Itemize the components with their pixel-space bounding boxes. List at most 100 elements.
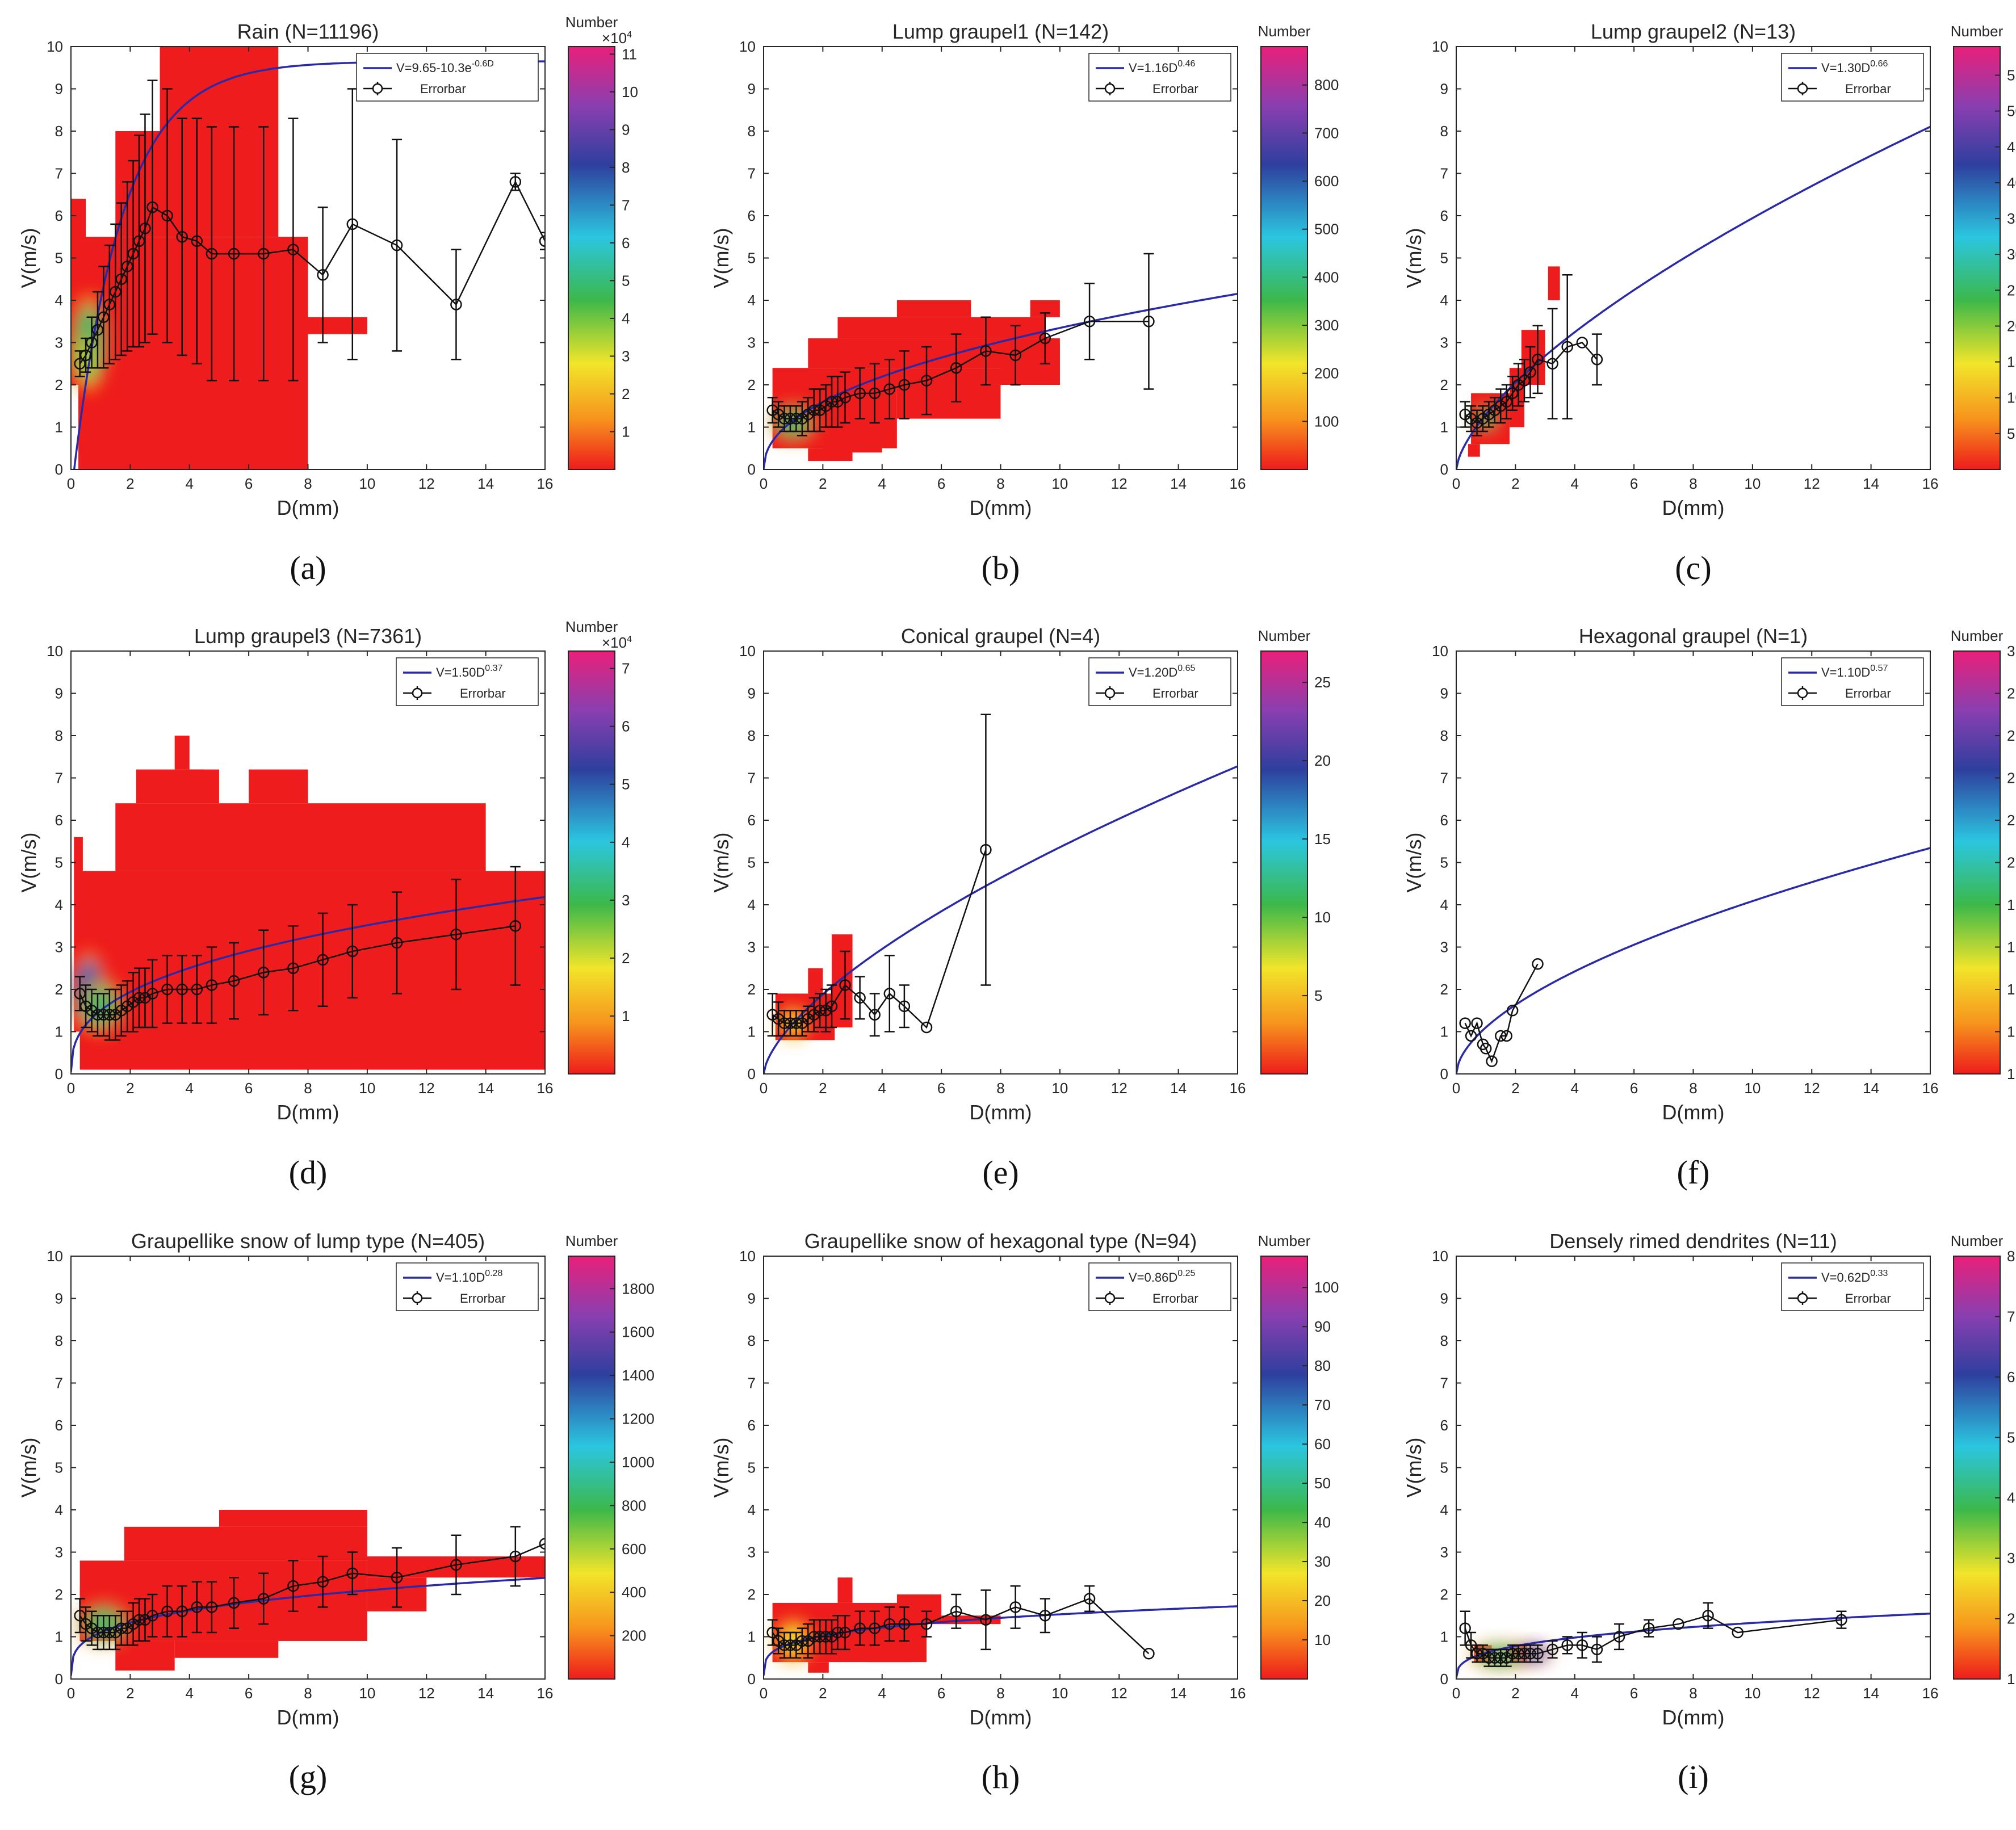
panel-caption: (g) [289, 1758, 328, 1795]
errorbar-marker [820, 1005, 832, 1017]
errorbar-marker [1546, 1643, 1558, 1656]
x-tick-label: 2 [1511, 475, 1519, 492]
y-tick-label: 5 [1440, 250, 1448, 267]
x-tick-label: 10 [359, 1685, 375, 1702]
errorbar-marker [539, 235, 545, 247]
errorbar-marker [1532, 958, 1544, 970]
y-tick-label: 3 [748, 939, 756, 956]
errorbar-marker [1532, 1648, 1544, 1660]
y-tick-label: 10 [739, 643, 756, 660]
y-tick-label: 7 [748, 1375, 756, 1392]
y-tick-label: 6 [55, 207, 63, 224]
heatmap-cell [79, 871, 545, 1070]
colorbar-tick-label: 11 [622, 45, 637, 62]
errorbar-marker [778, 1017, 790, 1029]
errorbar-marker [814, 404, 826, 416]
x-tick-label: 12 [1111, 475, 1128, 492]
panel-2: 0 2 4 6 8 10 12 14 16012345678910D(mm)V(m/s)Lump… [1402, 20, 2016, 586]
y-tick-label: 0 [1440, 1065, 1448, 1082]
errorbar-marker [1702, 1610, 1714, 1622]
legend-errorbar-label: Errorbar [460, 686, 506, 700]
x-tick-label: 16 [537, 475, 554, 492]
colorbar-tick-label: 2.2 [2007, 812, 2016, 829]
y-tick-label: 3 [55, 334, 63, 351]
errorbar-marker [1576, 337, 1589, 349]
legend-fit-text: V=1.16D [1129, 61, 1177, 75]
errorbar-marker [1083, 1593, 1096, 1605]
errorbar-marker [133, 235, 145, 247]
errorbar-marker [133, 992, 145, 1004]
heatmap-layer [1456, 847, 1930, 1074]
legend-fit-label: V=1.30D0.66 [1821, 59, 1888, 75]
x-tick-label: 12 [1111, 1080, 1128, 1097]
errorbar-marker [1465, 1030, 1477, 1042]
y-axis-label: V(m/s) [17, 228, 40, 288]
x-tick-label: 10 [1051, 1080, 1068, 1097]
x-tick-label: 0 [760, 475, 768, 492]
legend-box [1088, 1262, 1231, 1311]
heatmap-layer [1456, 1602, 1930, 1678]
x-tick-label: 2 [126, 475, 134, 492]
colorbar-tick-label: 45 [2007, 138, 2016, 156]
colorbar-tick-label: 5 [2007, 425, 2015, 442]
legend-errorbar-marker [1104, 687, 1116, 699]
errorbar-marker [1483, 408, 1495, 421]
x-tick-label: 8 [304, 1080, 312, 1097]
errorbar-marker [115, 1622, 127, 1634]
errorbar-marker [766, 1626, 778, 1639]
x-tick-label: 14 [1170, 1685, 1187, 1702]
y-tick-label: 5 [748, 1459, 756, 1476]
legend-fit-label: V=1.10D0.57 [1821, 664, 1888, 679]
y-tick-label: 9 [748, 81, 756, 98]
errorbar-line [1464, 963, 1539, 1064]
colorbar-title: Number [565, 14, 618, 31]
errorbar-marker [79, 1000, 92, 1013]
panel-0: 0 2 4 6 8 10 12 14 16012345678910D(mm)V(m/s)Rain… [17, 14, 638, 586]
errorbar-marker [1506, 1648, 1519, 1660]
errorbar-marker [898, 1000, 911, 1013]
errorbar-marker [287, 244, 299, 255]
x-axis-label: D(mm) [1662, 1706, 1725, 1729]
x-tick-label: 12 [1804, 475, 1820, 492]
legend-fit-label: V=1.50D0.37 [436, 664, 502, 679]
errorbar-marker [883, 383, 896, 395]
errorbar-marker [790, 1639, 802, 1651]
y-tick-label: 2 [55, 981, 63, 998]
chart-title: Lump graupel2 (N=13) [1591, 20, 1796, 43]
chart-title: Rain (N=11196) [237, 20, 379, 43]
y-tick-label: 6 [748, 812, 756, 829]
errorbar-marker [287, 1580, 299, 1592]
errorbar-marker [1835, 1614, 1847, 1626]
legend-errorbar-label: Errorbar [1152, 686, 1198, 700]
errorbar-marker [133, 1614, 145, 1626]
colorbar-tick-label: 50 [2007, 103, 2016, 120]
y-axis-label: V(m/s) [1402, 1438, 1426, 1498]
panel-caption: (e) [982, 1154, 1019, 1191]
panel-caption: (h) [982, 1758, 1020, 1795]
legend-box [1781, 53, 1924, 102]
errorbar-marker [784, 1017, 797, 1029]
colorbar-tick-label: 1.4 [2007, 981, 2016, 998]
heatmap-cell [130, 435, 160, 453]
colorbar-tick-label: 15 [2007, 354, 2016, 371]
x-tick-label: 4 [1571, 1685, 1579, 1702]
errorbar-marker [191, 983, 203, 996]
errorbar-marker [509, 920, 522, 932]
y-tick-label: 3 [748, 334, 756, 351]
errorbar-marker [161, 983, 173, 996]
y-axis-label: V(m/s) [1402, 833, 1426, 893]
legend-fit-text: V=9.65-10.3e [396, 61, 472, 75]
x-tick-label: 0 [67, 475, 75, 492]
y-tick-label: 8 [55, 727, 63, 744]
legend-fit-label: V=1.20D0.65 [1129, 664, 1195, 679]
errorbar-marker [796, 1017, 808, 1029]
panel-6: 0 2 4 6 8 10 12 14 16012345678910D(mm)V(m/s)Grau… [17, 1229, 655, 1795]
colorbar-tick-label: 100 [1314, 1279, 1339, 1296]
y-tick-label: 8 [748, 123, 756, 140]
colorbar-title: Number [1951, 627, 2004, 644]
y-tick-label: 8 [1440, 727, 1448, 744]
y-tick-label: 3 [1440, 1544, 1448, 1561]
colorbar-tick-label: 35 [2007, 210, 2016, 227]
y-tick-label: 2 [1440, 1586, 1448, 1603]
heatmap-cell [115, 803, 486, 871]
